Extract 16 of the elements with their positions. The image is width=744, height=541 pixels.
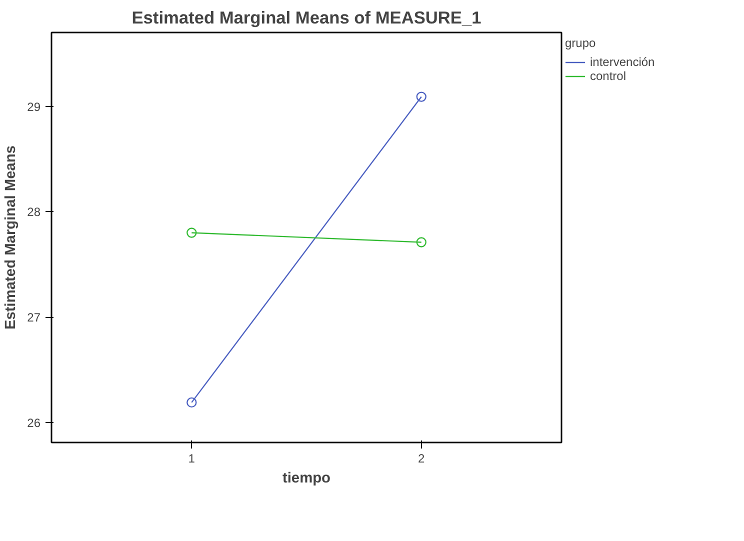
legend-title: grupo	[565, 36, 597, 50]
point	[416, 92, 426, 102]
y-axis-title: Estimated Marginal Means	[3, 145, 20, 330]
y-tick-label: 29	[27, 100, 41, 114]
y-tick-label: 26	[27, 416, 41, 430]
x-tick-label: 1	[188, 452, 196, 466]
point	[416, 237, 426, 248]
legend-label: intervención	[590, 55, 655, 69]
y-tick-label: 28	[27, 205, 41, 220]
chart-title: Estimated Marginal Means of MEASURE_1	[132, 8, 482, 28]
x-tick-label: 2	[418, 452, 426, 466]
legend-label: control	[590, 69, 626, 83]
x-axis-title: tiempo	[282, 470, 331, 486]
point	[186, 228, 197, 238]
y-tick-label: 27	[27, 310, 41, 325]
point	[186, 397, 197, 408]
